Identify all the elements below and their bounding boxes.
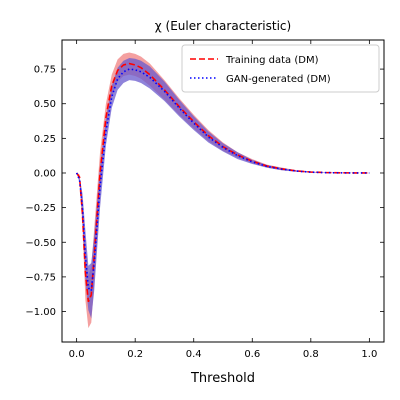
- x-tick-label: 0.2: [127, 349, 143, 360]
- legend-box: [181, 44, 380, 93]
- legend: Training data (DM) GAN-generated (DM): [181, 44, 380, 93]
- series-1-line: [75, 68, 370, 293]
- y-ticks: −1.00 −0.75 −0.50 −0.25 0.00 0.25 0.50 0.75: [25, 65, 384, 318]
- x-tick-label: 0.8: [303, 349, 319, 360]
- legend-label-1: GAN-generated (DM): [226, 74, 331, 85]
- y-tick-label: −0.75: [25, 272, 56, 283]
- series-lines: [75, 62, 370, 303]
- series-1-band: [76, 58, 370, 319]
- y-tick-label: −0.50: [25, 238, 56, 249]
- y-tick-label: −1.00: [25, 307, 56, 318]
- y-tick-label: 0.00: [34, 168, 56, 179]
- x-tick-label: 0.0: [69, 349, 85, 360]
- y-tick-label: 0.75: [34, 65, 56, 76]
- y-tick-label: −0.25: [25, 203, 56, 214]
- series-0-line: [75, 62, 370, 303]
- y-tick-label: 0.50: [34, 99, 56, 110]
- chart-title: χ (Euler characteristic): [155, 19, 291, 33]
- plot-frame: [61, 39, 385, 343]
- x-axis-label: Threshold: [190, 371, 255, 386]
- x-ticks: 0.0 0.2 0.4 0.6 0.8 1.0: [69, 40, 377, 360]
- x-tick-label: 0.6: [244, 349, 260, 360]
- x-tick-label: 0.4: [186, 349, 202, 360]
- confidence-bands: [76, 52, 370, 329]
- series-0-band: [76, 52, 370, 329]
- x-tick-label: 1.0: [361, 349, 377, 360]
- y-tick-label: 0.25: [34, 134, 56, 145]
- axes: [61, 39, 385, 343]
- legend-label-0: Training data (DM): [225, 55, 319, 66]
